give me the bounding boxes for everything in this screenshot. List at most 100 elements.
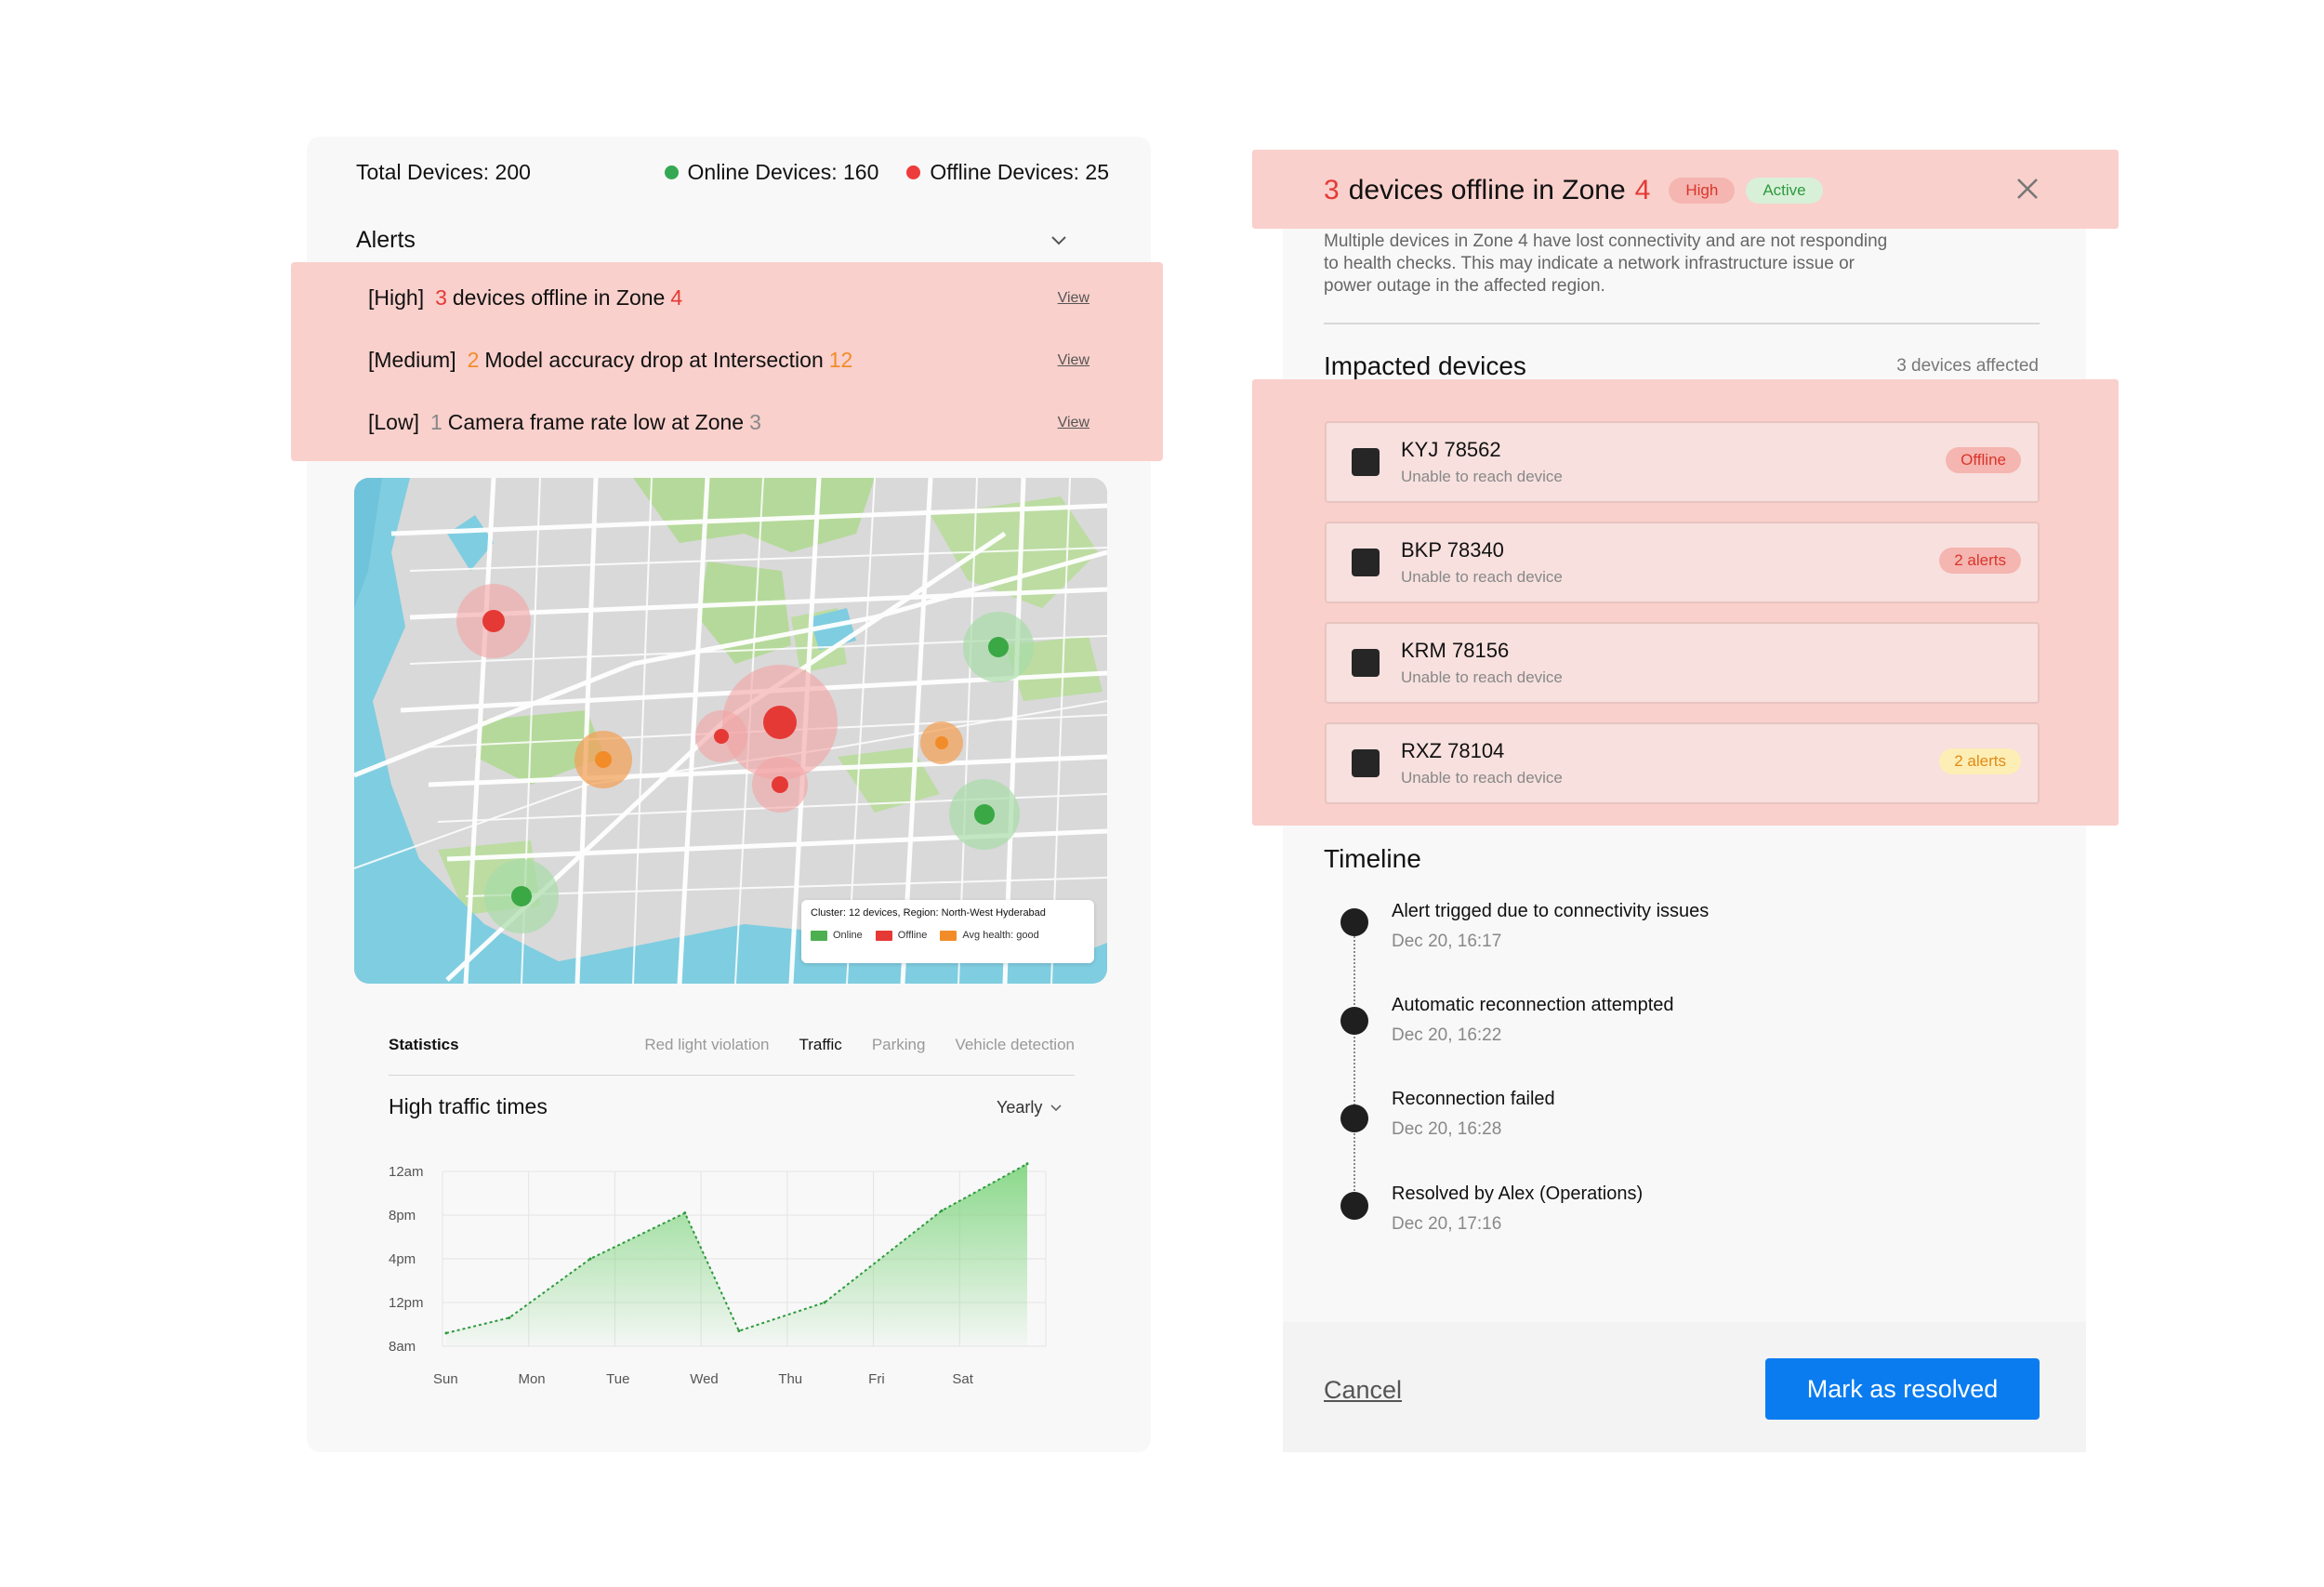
period-select[interactable]: Yearly [997,1098,1063,1118]
timeline-dot [1340,1104,1368,1132]
incident-title: 3 devices offline in Zone 4 High Active [1324,175,1823,206]
view-alert-link[interactable]: View [1057,414,1089,430]
statistics-divider [389,1075,1075,1076]
chevron-down-icon[interactable] [1049,231,1069,251]
map-legend: Cluster: 12 devices, Region: North-West … [801,900,1094,963]
cancel-button[interactable]: Cancel [1324,1376,1403,1404]
device-item[interactable]: KRM 78156 Unable to reach device [1325,622,2040,704]
state-badge: Active [1746,178,1823,204]
legend-health-label: Avg health: good [962,930,1039,941]
data-point [444,1331,448,1335]
x-tick-label: Thu [778,1371,802,1387]
alert-level: [High] [368,285,425,310]
device-checkbox[interactable] [1352,448,1380,476]
alert-level: [Medium] [368,348,456,372]
statistics-tabs: Statistics Red light violation Traffic P… [389,1036,1075,1054]
data-point [508,1316,511,1319]
device-checkbox[interactable] [1352,549,1380,576]
close-icon[interactable] [2015,177,2040,201]
alert-item-medium[interactable]: [Medium] 2 Model accuracy drop at Inters… [368,348,1089,373]
y-tick-label: 8pm [389,1208,416,1223]
timeline-dot [1340,908,1368,936]
legend-online-label: Online [833,930,863,941]
device-item[interactable]: KYJ 78562 Unable to reach device Offline [1325,421,2040,503]
alert-count: 3 [435,285,447,310]
alert-item-high[interactable]: [High] 3 devices offline in Zone 4 View [368,285,1089,311]
x-tick-label: Sat [952,1371,973,1387]
online-devices: Online Devices: 160 [664,160,879,185]
traffic-area [446,1163,1027,1346]
device-status-text: Unable to reach device [1401,769,1563,787]
device-map[interactable] [354,478,1107,984]
tab-parking[interactable]: Parking [871,1036,926,1053]
legend-health: Avg health: good [940,930,1039,941]
device-item[interactable]: RXZ 78104 Unable to reach device 2 alert… [1325,722,2040,804]
x-tick-label: Wed [690,1371,719,1387]
alert-ref: 12 [828,348,853,372]
offline-dot-icon [906,165,921,179]
x-tick-label: Mon [518,1371,545,1387]
incident-description: Multiple devices in Zone 4 have lost con… [1324,231,1888,296]
traffic-line [445,1162,1028,1334]
device-name: KRM 78156 [1401,639,1510,662]
legend-offline-label: Offline [897,930,928,941]
view-alert-link[interactable]: View [1057,351,1089,368]
severity-badge: High [1669,178,1736,204]
device-checkbox[interactable] [1352,649,1380,677]
timeline-event-title: Resolved by Alex (Operations) [1392,1184,1644,1204]
device-checkbox[interactable] [1352,749,1380,777]
alert-level: [Low] [368,410,419,434]
device-name: BKP 78340 [1401,538,1504,562]
y-tick-label: 12pm [389,1295,424,1311]
status-badge: Offline [1946,447,2021,473]
timeline-event-time: Dec 20, 16:28 [1392,1119,1502,1139]
alert-text: devices offline in Zone [452,285,666,310]
offline-devices-label: Offline Devices: 25 [930,160,1109,184]
incident-title-text: devices offline in Zone [1348,175,1626,205]
legend-offline: Offline [875,930,928,941]
data-point [737,1329,741,1333]
y-tick-label: 4pm [389,1251,416,1267]
offline-devices: Offline Devices: 25 [906,160,1109,185]
mark-as-resolved-button[interactable]: Mark as resolved [1765,1358,2040,1420]
x-tick-label: Fri [868,1371,885,1387]
tab-traffic[interactable]: Traffic [799,1036,842,1053]
legend-keys: Online Offline Avg health: good [811,930,1085,941]
view-alert-link[interactable]: View [1057,289,1089,306]
online-devices-label: Online Devices: 160 [687,160,879,184]
device-summary: Total Devices: 200 Online Devices: 160 O… [356,160,1109,185]
alert-ref: 4 [670,285,683,310]
timeline-event-title: Reconnection failed [1392,1089,1555,1109]
period-label: Yearly [997,1098,1043,1117]
alert-text: Model accuracy drop at Intersection [484,348,824,372]
alert-item-low[interactable]: [Low] 1 Camera frame rate low at Zone 3 … [368,410,1089,435]
impacted-devices-title: Impacted devices [1324,351,1526,380]
device-status-text: Unable to reach device [1401,568,1563,586]
alert-count: 1 [429,410,442,434]
alert-ref: 3 [749,410,761,434]
alerts-list [291,262,1163,461]
affected-count: 3 devices affected [1896,356,2039,376]
tab-vehicle-detection[interactable]: Vehicle detection [955,1036,1075,1053]
description-divider [1324,323,2040,324]
alert-count: 2 [467,348,480,372]
device-name: KYJ 78562 [1401,438,1501,461]
y-tick-label: 12am [389,1164,424,1180]
health-swatch [940,930,957,941]
total-devices: Total Devices: 200 [356,160,531,184]
data-point [588,1257,592,1261]
device-item[interactable]: BKP 78340 Unable to reach device 2 alert… [1325,522,2040,603]
x-tick-label: Sun [433,1371,458,1387]
online-swatch [811,930,827,941]
timeline-event-title: Alert trigged due to connectivity issues [1392,901,1710,921]
data-point [823,1301,826,1304]
tab-red-light-violation[interactable]: Red light violation [644,1036,770,1053]
status-badge: 2 alerts [1939,748,2021,774]
map-graphic [354,478,1107,984]
y-tick-label: 8am [389,1339,416,1355]
timeline-dot [1340,1192,1368,1220]
timeline-title: Timeline [1324,844,1421,873]
online-dot-icon [664,165,679,179]
device-name: RXZ 78104 [1401,739,1505,762]
statistics-label: Statistics [389,1036,459,1053]
